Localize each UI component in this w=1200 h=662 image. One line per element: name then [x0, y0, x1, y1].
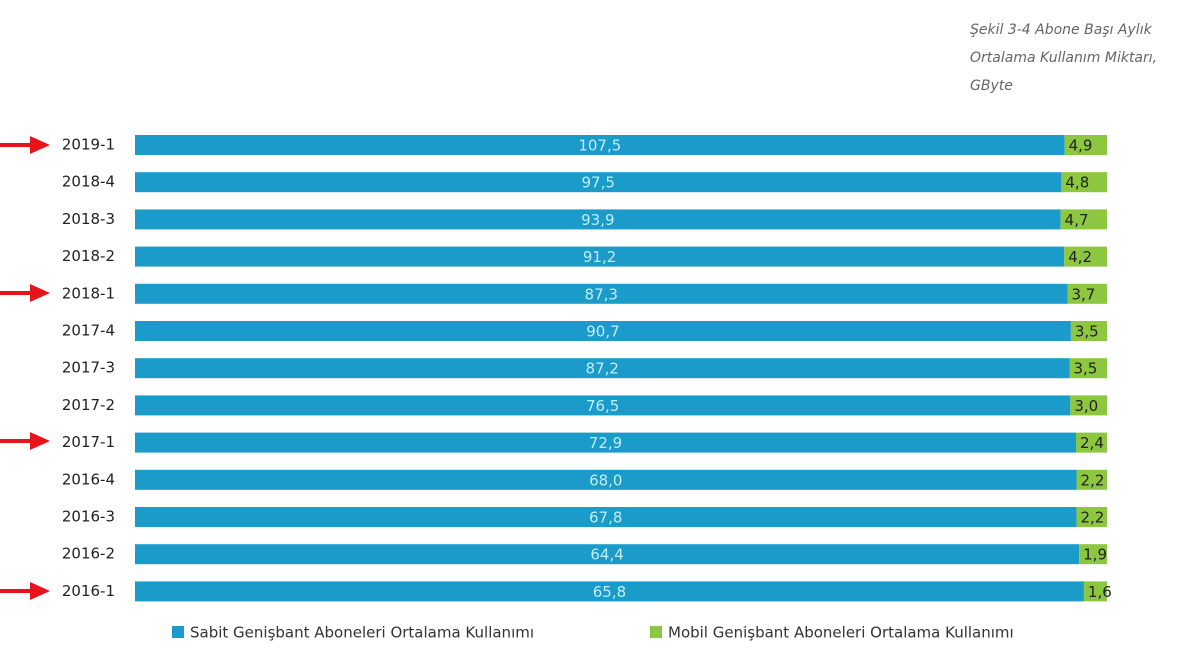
- data-label: 97,5: [581, 174, 614, 192]
- data-label: 2,4: [1080, 434, 1104, 452]
- y-tick-label: 2018-1: [62, 284, 115, 302]
- data-label: 3,5: [1073, 360, 1097, 378]
- arrows: [0, 136, 50, 600]
- bar-segment: [1076, 507, 1107, 527]
- data-label: 87,2: [586, 360, 619, 378]
- bar-segment: [1064, 135, 1107, 155]
- data-label: 76,5: [586, 397, 619, 415]
- y-tick-label: 2019-1: [62, 136, 115, 154]
- arrow: [0, 284, 50, 302]
- data-label: 87,3: [585, 285, 618, 303]
- y-tick-label: 2018-4: [62, 173, 115, 191]
- data-label: 107,5: [578, 137, 621, 155]
- data-label: 2,2: [1081, 471, 1105, 489]
- bar-segment: [1070, 395, 1107, 416]
- legend-label: Mobil Genişbant Aboneleri Ortalama Kulla…: [668, 624, 1014, 642]
- bar-segment: [1076, 469, 1107, 490]
- bar-segment: [135, 507, 1077, 527]
- bar-segment: [1070, 321, 1107, 341]
- bar-segment: [1060, 209, 1107, 230]
- y-tick-label: 2017-4: [62, 322, 115, 340]
- bar-segment: [1076, 432, 1107, 453]
- data-label: 4,9: [1069, 137, 1093, 155]
- legend-label: Sabit Genişbant Aboneleri Ortalama Kulla…: [190, 624, 534, 642]
- y-tick-label: 2016-2: [62, 545, 115, 563]
- chart-title: Şekil 3-4 Abone Başı Aylık Ortalama Kull…: [970, 22, 1158, 94]
- bar-segment: [135, 581, 1084, 602]
- data-label: 91,2: [583, 248, 616, 266]
- bar-segment: [135, 432, 1077, 453]
- bar-segment: [135, 246, 1065, 267]
- bar-segment: [135, 209, 1061, 230]
- data-label: 3,5: [1075, 323, 1099, 341]
- arrow: [0, 136, 50, 154]
- data-label: 68,0: [589, 471, 622, 489]
- arrow: [0, 432, 50, 450]
- data-label: 64,4: [590, 546, 623, 564]
- bar-segment: [135, 172, 1062, 193]
- y-tick-label: 2018-2: [62, 247, 115, 265]
- data-label: 3,7: [1071, 285, 1095, 303]
- y-tick-label: 2016-3: [62, 508, 115, 526]
- bar-segment: [1061, 172, 1107, 193]
- bar-segment: [1069, 358, 1107, 379]
- bar-segment: [135, 395, 1071, 416]
- bar-segment: [135, 135, 1065, 155]
- bar-segment: [1064, 246, 1107, 267]
- data-label: 72,9: [589, 434, 622, 452]
- y-tick-label: 2017-1: [62, 433, 115, 451]
- bar-segment: [135, 321, 1071, 341]
- data-label: 4,7: [1065, 211, 1089, 229]
- bar-segment: [135, 469, 1077, 490]
- data-label: 3,0: [1074, 397, 1098, 415]
- bar-segment: [135, 283, 1068, 304]
- bar-segment: [1067, 283, 1107, 304]
- bar-segment: [1083, 581, 1107, 602]
- legend-swatch: [650, 626, 662, 638]
- y-tick-label: 2017-3: [62, 359, 115, 377]
- data-label: 2,2: [1080, 509, 1104, 527]
- legend-swatch: [172, 626, 184, 638]
- data-label: 1,6: [1088, 583, 1112, 601]
- data-label: 1,9: [1083, 546, 1107, 564]
- bar-segment: [1079, 544, 1107, 565]
- data-label: 4,2: [1068, 248, 1092, 266]
- arrow: [0, 582, 50, 600]
- data-label: 90,7: [586, 323, 619, 341]
- y-tick-label: 2016-1: [62, 582, 115, 600]
- data-label: 65,8: [593, 583, 626, 601]
- y-tick-label: 2018-3: [62, 210, 115, 228]
- data-label: 4,8: [1065, 174, 1089, 192]
- data-label: 93,9: [581, 211, 614, 229]
- bar-segment: [135, 544, 1080, 565]
- y-tick-label: 2016-4: [62, 470, 115, 488]
- data-label: 67,8: [589, 509, 622, 527]
- bar-segment: [135, 358, 1070, 379]
- y-tick-label: 2017-2: [62, 396, 115, 414]
